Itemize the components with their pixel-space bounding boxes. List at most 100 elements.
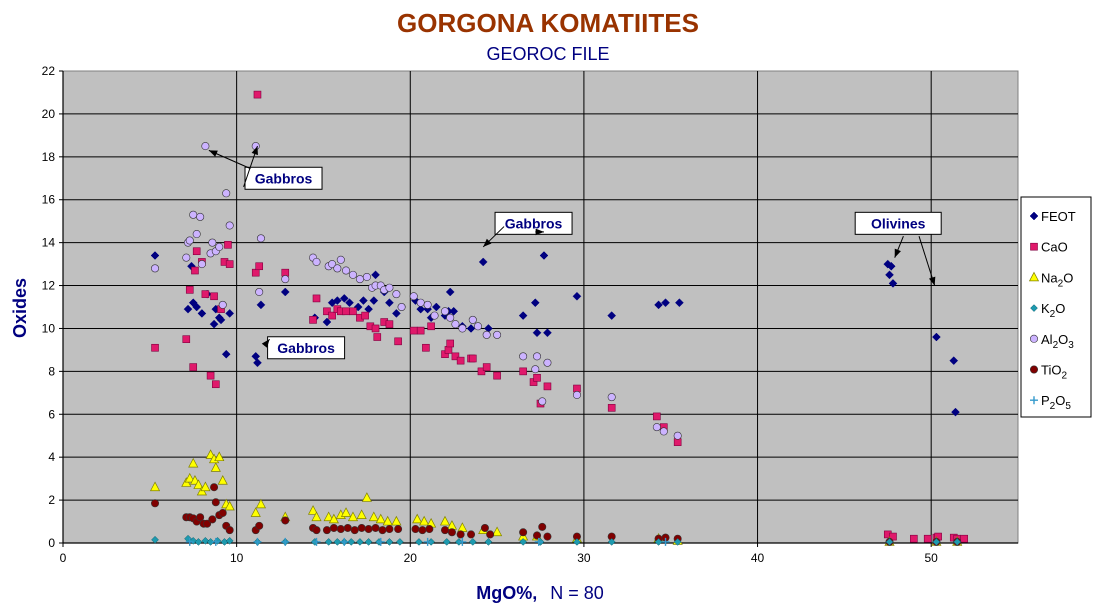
- point-cao: [653, 412, 661, 421]
- point-al2o3: [451, 320, 460, 329]
- point-k2o: [885, 538, 894, 546]
- point-al2o3: [196, 212, 205, 221]
- point-tio2: [385, 525, 394, 534]
- point-al2o3: [362, 272, 371, 281]
- point-k2o: [415, 538, 423, 546]
- annotation-text: Olivines: [871, 215, 926, 231]
- point-al2o3: [392, 290, 401, 299]
- point-cao: [427, 322, 435, 331]
- point-tio2: [425, 525, 434, 534]
- point-al2o3: [531, 365, 540, 374]
- point-cao: [225, 260, 234, 268]
- point-al2o3: [281, 275, 290, 284]
- y-tick-label: 0: [48, 536, 55, 550]
- point-k2o: [364, 538, 373, 546]
- y-tick-label: 12: [42, 279, 56, 293]
- point-cao: [409, 326, 418, 335]
- point-p2o5: [281, 537, 290, 546]
- point-na2o: [184, 472, 195, 483]
- legend-marker: [1029, 211, 1039, 221]
- point-cao: [361, 311, 369, 320]
- point-na2o: [214, 451, 225, 462]
- point-al2o3: [533, 352, 542, 361]
- legend-item-na2o: Na2O: [1028, 270, 1073, 289]
- point-al2o3: [342, 266, 351, 275]
- x-axis-label: MgO%, N = 80: [476, 583, 604, 603]
- point-k2o: [194, 538, 203, 546]
- point-cao: [309, 316, 317, 324]
- point-na2o: [210, 462, 221, 472]
- y-tick-label: 10: [42, 321, 56, 335]
- annotation-box: [494, 211, 573, 235]
- point-na2o: [382, 515, 393, 526]
- point-al2o3: [218, 300, 227, 309]
- point-al2o3: [312, 257, 321, 266]
- point-cao: [394, 337, 402, 346]
- point-na2o: [217, 475, 228, 485]
- point-feot: [416, 304, 426, 314]
- point-feot: [607, 311, 617, 320]
- point-feot: [197, 309, 207, 318]
- point-k2o: [189, 537, 198, 545]
- y-tick-label: 16: [42, 193, 56, 207]
- point-tio2: [151, 499, 160, 508]
- point-al2o3: [192, 230, 201, 239]
- point-cao: [477, 367, 486, 376]
- point-tio2: [203, 519, 212, 528]
- point-al2o3: [197, 260, 206, 269]
- point-tio2: [440, 526, 449, 535]
- point-tio2: [486, 530, 495, 539]
- point-na2o: [368, 511, 379, 522]
- point-k2o: [151, 535, 159, 544]
- point-cao: [255, 262, 264, 271]
- point-feot: [445, 287, 455, 297]
- x-tick-label: 10: [230, 551, 244, 565]
- point-feot: [675, 298, 684, 308]
- annotation-arrowhead: [483, 238, 492, 247]
- point-p2o5: [423, 537, 432, 546]
- point-feot: [345, 298, 354, 308]
- point-feot: [543, 328, 552, 338]
- point-cao: [468, 354, 477, 363]
- point-feot: [392, 309, 401, 318]
- point-tio2: [378, 526, 387, 535]
- point-feot: [369, 296, 379, 305]
- point-al2o3: [409, 292, 418, 301]
- series-cao: [151, 90, 968, 543]
- point-tio2: [336, 525, 345, 534]
- point-tio2: [418, 526, 427, 535]
- x-tick-label: 20: [404, 551, 418, 565]
- point-al2o3: [256, 234, 265, 243]
- y-tick-label: 18: [42, 150, 56, 164]
- point-k2o: [573, 538, 581, 546]
- point-al2o3: [652, 423, 661, 432]
- point-na2o: [492, 526, 503, 537]
- point-na2o: [149, 481, 161, 492]
- point-na2o: [323, 511, 334, 522]
- annotation-arrowhead: [261, 339, 270, 348]
- point-feot: [332, 296, 342, 305]
- annotation-arrowhead: [535, 228, 544, 236]
- point-tio2: [394, 525, 403, 534]
- point-k2o: [654, 538, 663, 546]
- point-k2o: [201, 537, 210, 545]
- point-al2o3: [189, 210, 198, 219]
- annotation-text: Gabbros: [255, 170, 313, 186]
- point-na2o: [419, 515, 430, 526]
- point-al2o3: [416, 298, 425, 307]
- point-al2o3: [659, 427, 668, 436]
- y-tick-label: 6: [48, 407, 55, 421]
- point-al2o3: [348, 270, 357, 279]
- legend-marker: [1030, 304, 1038, 312]
- point-na2o: [356, 509, 367, 519]
- point-al2o3: [446, 313, 455, 322]
- annotation-arrowhead: [894, 248, 901, 258]
- y-tick-label: 14: [42, 236, 56, 250]
- point-al2o3: [458, 324, 467, 333]
- annotation-callout: Gabbros: [494, 211, 573, 235]
- point-tio2: [210, 483, 219, 492]
- point-p2o5: [253, 537, 262, 546]
- point-tio2: [350, 526, 359, 535]
- point-al2o3: [215, 242, 224, 251]
- point-cao: [191, 266, 199, 275]
